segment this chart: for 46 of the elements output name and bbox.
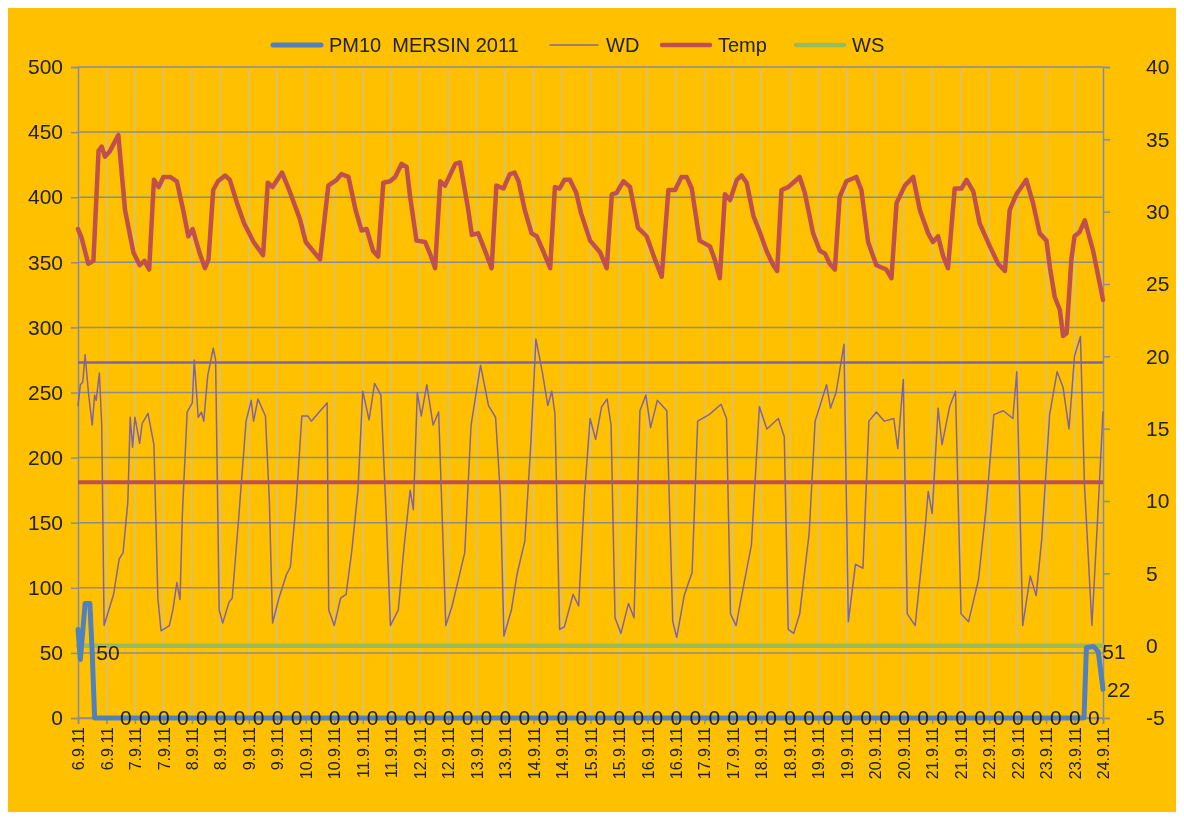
- legend-label: Temp: [718, 34, 767, 56]
- y-tick-label: 300: [27, 315, 63, 339]
- x-tick-label: 18.9.11: [781, 726, 799, 780]
- y2-tick-label: 0: [1146, 633, 1158, 657]
- y-tick-label: 0: [51, 706, 63, 730]
- y-tick-label: 350: [27, 250, 63, 274]
- y2-tick-label: 15: [1146, 416, 1170, 440]
- y2-tick-label: -5: [1146, 706, 1165, 730]
- x-tick-label: 10.9.11: [326, 726, 344, 780]
- y2-tick-label: 30: [1146, 199, 1170, 223]
- y-tick-label: 50: [39, 641, 63, 665]
- y2-tick-label: 20: [1146, 344, 1170, 368]
- x-tick-label: 20.9.11: [895, 726, 913, 780]
- x-tick-label: 22.9.11: [1009, 726, 1027, 780]
- x-tick-label: 21.9.11: [952, 726, 970, 780]
- x-tick-label: 15.9.11: [611, 726, 629, 780]
- x-tick-label: 24.9.11: [1095, 726, 1113, 780]
- y2-tick-label: 35: [1146, 127, 1170, 151]
- y2-tick-label: 5: [1146, 561, 1158, 585]
- y-tick-label: 400: [27, 185, 63, 209]
- x-tick-label: 19.9.11: [838, 726, 856, 780]
- x-tick-label: 6.9.11: [70, 726, 88, 771]
- y-tick-label: 100: [27, 576, 63, 600]
- y-tick-label: 250: [27, 380, 63, 404]
- x-tick-label: 16.9.11: [668, 726, 686, 780]
- y2-tick-label: 25: [1146, 272, 1170, 296]
- y2-tick-label: 10: [1146, 489, 1170, 513]
- y-tick-label: 200: [27, 445, 63, 469]
- x-tick-label: 6.9.11: [98, 726, 116, 771]
- legend-label: WD: [606, 34, 640, 56]
- x-tick-label: 17.9.11: [724, 726, 742, 780]
- x-tick-label: 23.9.11: [1066, 726, 1084, 780]
- data-label: 22: [1107, 677, 1131, 701]
- y-tick-label: 150: [27, 510, 63, 534]
- x-tick-label: 12.9.11: [440, 726, 458, 780]
- y2-tick-label: 40: [1146, 55, 1170, 79]
- y-tick-label: 500: [27, 55, 63, 79]
- legend-label: PM10 MERSIN 2011: [329, 34, 519, 56]
- x-tick-label: 14.9.11: [554, 726, 572, 780]
- x-tick-label: 11.9.11: [383, 726, 401, 779]
- x-tick-label: 7.9.11: [155, 726, 173, 771]
- y-tick-label: 450: [27, 120, 63, 144]
- x-tick-label: 13.9.11: [497, 726, 515, 780]
- x-tick-label: 9.9.11: [269, 726, 287, 771]
- legend-label: WS: [852, 34, 885, 56]
- x-tick-label: 8.9.11: [212, 726, 230, 771]
